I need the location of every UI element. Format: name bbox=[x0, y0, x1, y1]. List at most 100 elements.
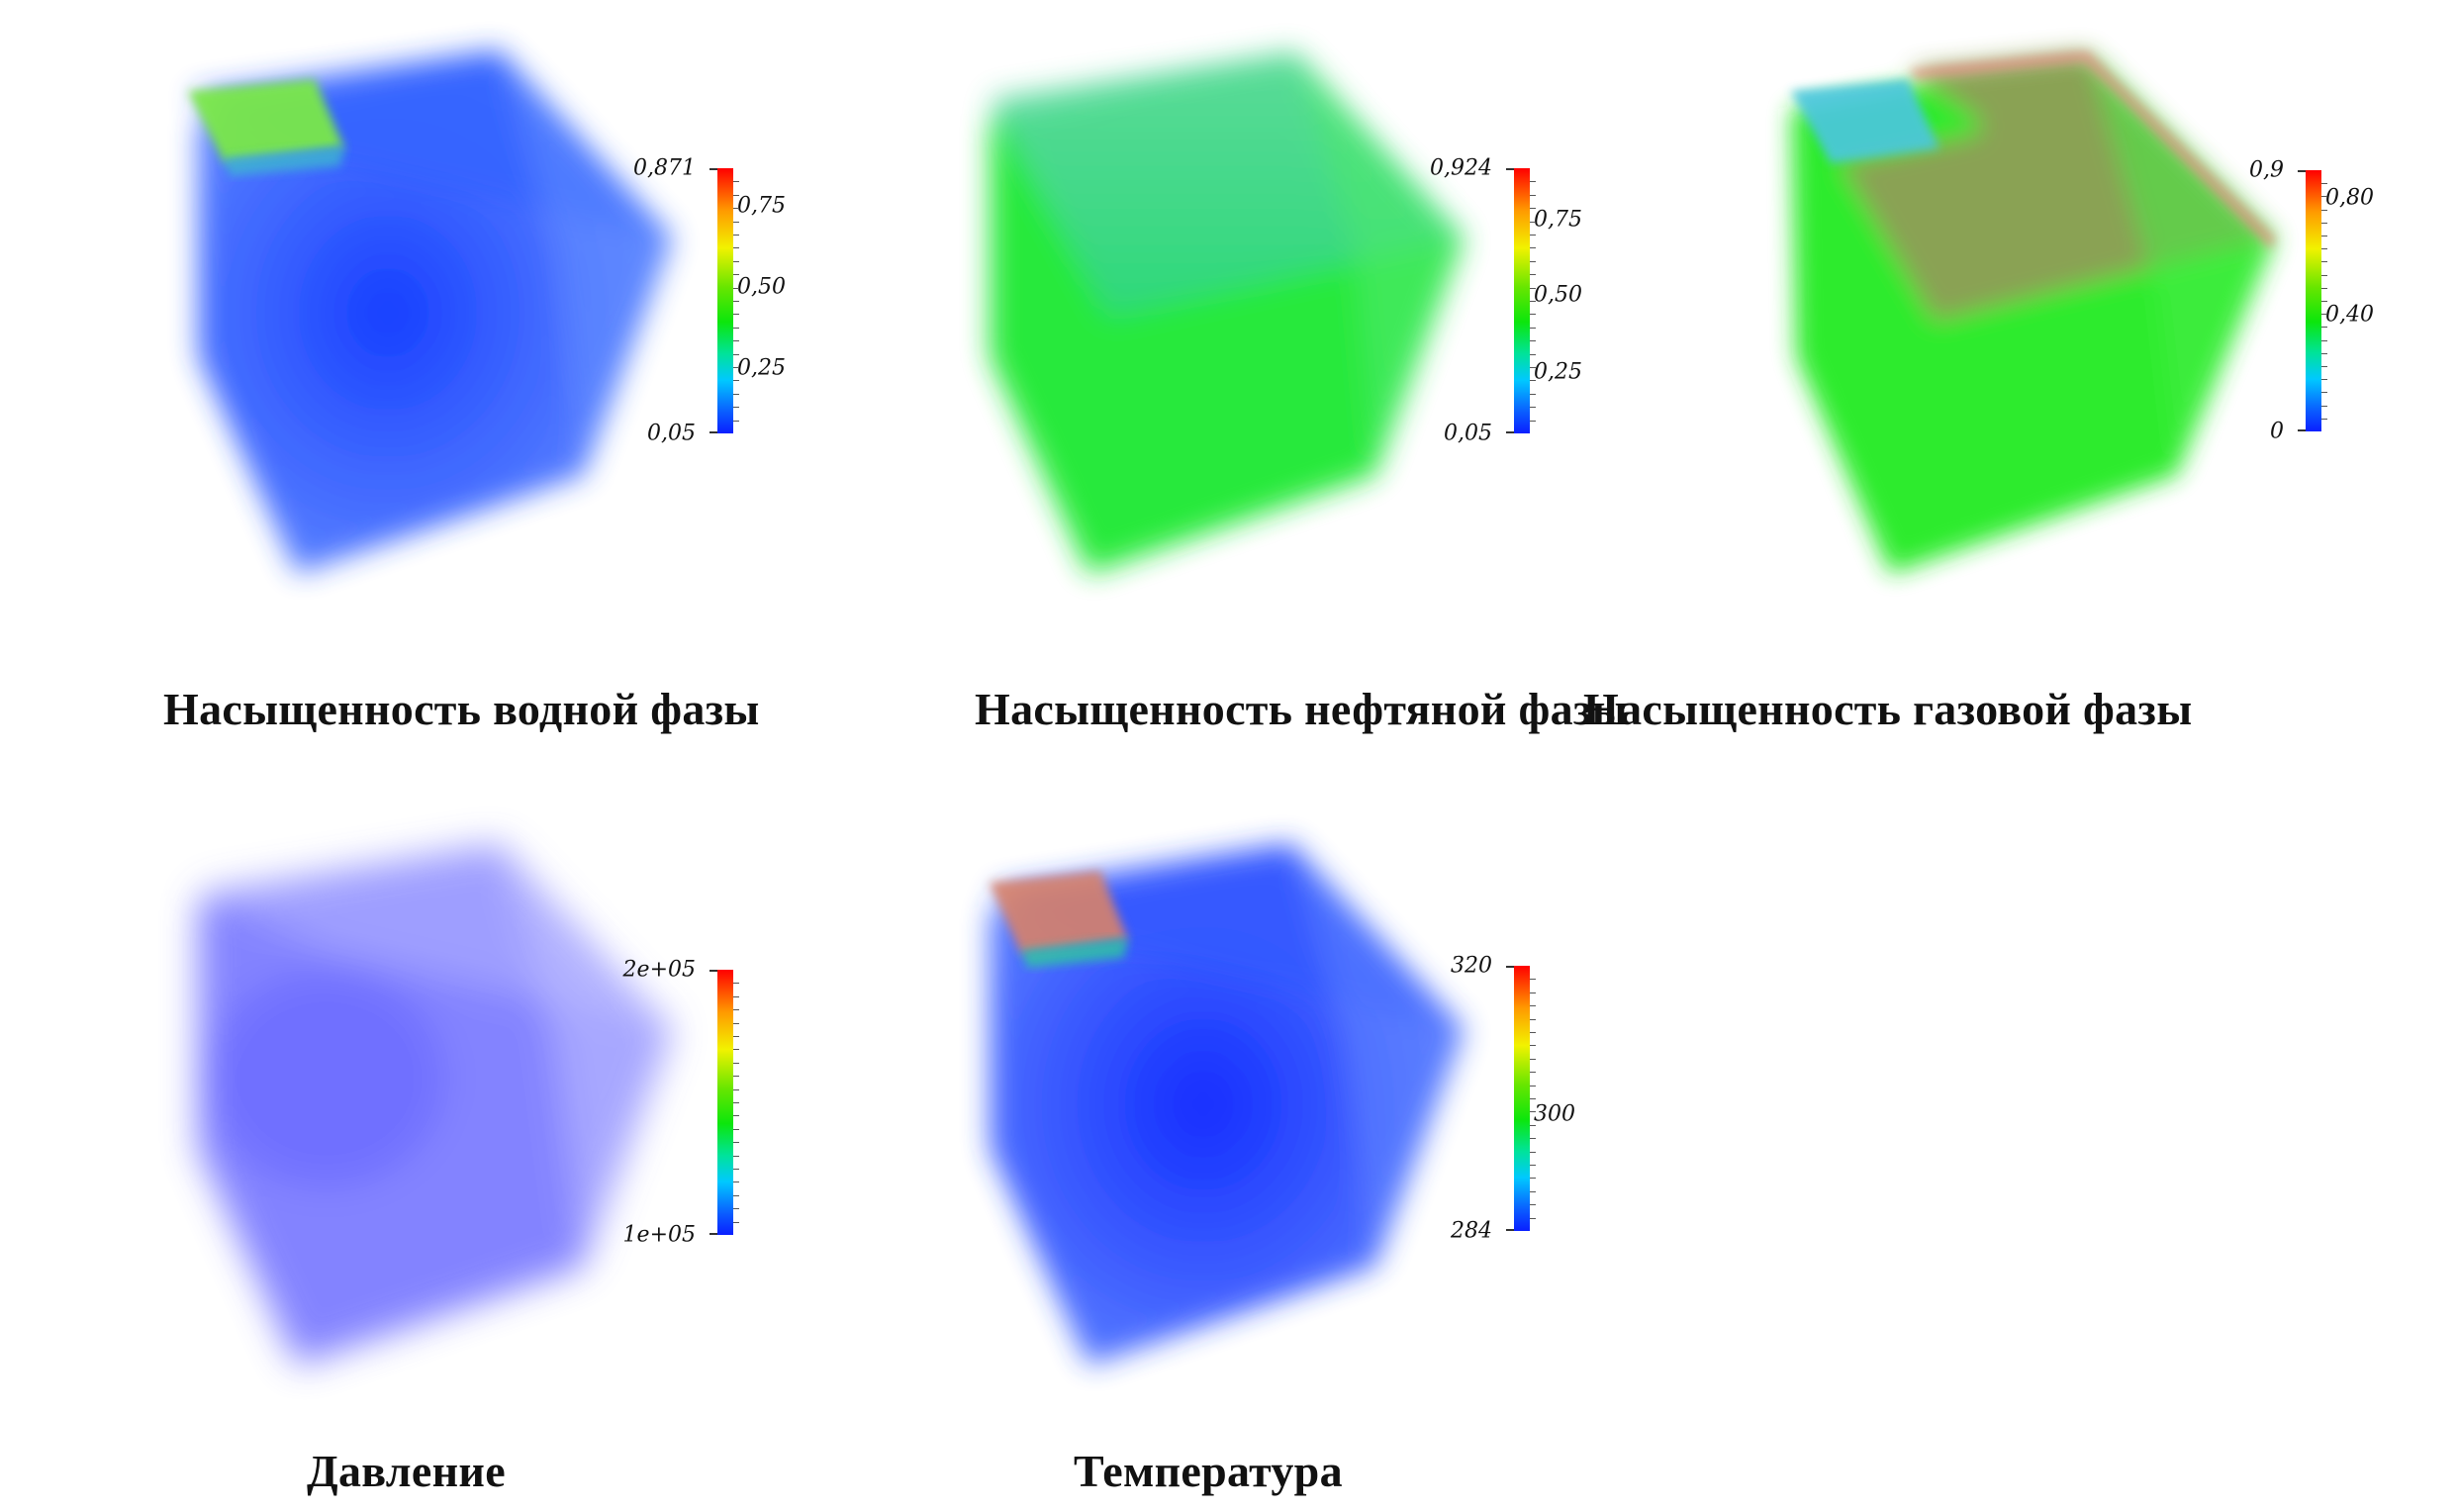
temperature-volume bbox=[990, 843, 1465, 1366]
colorbar-minor-tick bbox=[733, 288, 739, 289]
colorbar-minor-tick bbox=[733, 1009, 739, 1010]
panel-gas-saturation: 0,9 0 0,80 0,40 Насыщенность газовой фаз… bbox=[1583, 0, 2458, 772]
colorbar-minor-tick bbox=[733, 1142, 739, 1143]
panel-water-saturation: 0,871 0,05 0,75 0,50 0,25 Насыщенность в… bbox=[0, 0, 821, 772]
colorbar-minor-tick bbox=[733, 340, 739, 341]
colorbar-minor-tick bbox=[1530, 1032, 1536, 1033]
colorbar-minor-tick bbox=[733, 1023, 739, 1024]
colorbar-minor-tick bbox=[733, 996, 739, 997]
oil-saturation-volume bbox=[990, 51, 1465, 574]
colorbar-minor-tick bbox=[2321, 327, 2327, 328]
colorbar-minor-tick bbox=[733, 1102, 739, 1103]
cube-right-face bbox=[2088, 51, 2276, 475]
colorbar-minor-tick bbox=[1530, 380, 1536, 381]
colorbar-minor-tick bbox=[733, 1195, 739, 1196]
colorbar-minor-tick bbox=[733, 1129, 739, 1130]
core-shadow bbox=[208, 970, 445, 1187]
colorbar-max-label: 320 bbox=[1451, 953, 1492, 979]
colorbar-tick-label: 0,75 bbox=[737, 193, 786, 219]
colorbar-minor-tick bbox=[1530, 1111, 1536, 1112]
colorbar-minor-tick bbox=[2321, 353, 2327, 354]
corner-block bbox=[188, 79, 344, 162]
colorbar-minor-tick bbox=[1530, 354, 1536, 355]
colorbar-minor-tick bbox=[1530, 1152, 1536, 1153]
colorbar-minor-tick bbox=[1530, 328, 1536, 329]
corner-block-edge bbox=[1021, 938, 1128, 968]
colorbar-minor-tick bbox=[2321, 419, 2327, 420]
colorbar-max-label: 0,9 bbox=[2249, 157, 2284, 183]
colorbar-minor-tick bbox=[1530, 288, 1536, 289]
colorbar-minor-tick bbox=[733, 1089, 739, 1090]
corner-block bbox=[1791, 79, 1939, 163]
panel-title: Температура bbox=[1074, 1446, 1343, 1496]
colorbar-tick-label: 0,40 bbox=[2325, 302, 2374, 328]
colorbar-minor-tick bbox=[1530, 1086, 1536, 1087]
colorbar-minor-tick bbox=[2321, 223, 2327, 224]
colorbar-minor-tick bbox=[1530, 208, 1536, 209]
colorbar-minor-tick bbox=[733, 222, 739, 223]
colorbar-minor-tick bbox=[2321, 366, 2327, 367]
colorbar-gradient bbox=[717, 168, 733, 433]
cube-right-face bbox=[1291, 843, 1465, 1267]
colorbar-minor-tick bbox=[733, 274, 739, 275]
colorbar-minor-tick bbox=[2321, 406, 2327, 407]
panel-title: Давление bbox=[307, 1446, 506, 1496]
colorbar-min-label: 0 bbox=[2270, 419, 2284, 444]
colorbar-minor-tick bbox=[733, 407, 739, 408]
colorbar-minor-tick bbox=[733, 247, 739, 248]
colorbar-minor-tick bbox=[2321, 261, 2327, 262]
colorbar-minor-tick bbox=[733, 1222, 739, 1223]
colorbar-minor-tick bbox=[2321, 314, 2327, 315]
colorbar-tick-label: 0,75 bbox=[1534, 207, 1582, 233]
panel-temperature: 320 284 300 Температура bbox=[792, 792, 1643, 1512]
colorbar-minor-tick bbox=[1530, 979, 1536, 980]
panel-pressure: 2e+05 1e+05 Давление bbox=[0, 792, 821, 1512]
colorbar-gradient bbox=[717, 970, 733, 1235]
colorbar-minor-tick bbox=[2321, 301, 2327, 302]
colorbar-minor-tick bbox=[733, 181, 739, 182]
cube-right-face bbox=[1296, 51, 1465, 475]
colorbar-minor-tick bbox=[2321, 340, 2327, 341]
colorbar-minor-tick bbox=[733, 1169, 739, 1170]
colorbar-minor-tick bbox=[1530, 1138, 1536, 1139]
colorbar-minor-tick bbox=[733, 354, 739, 355]
colorbar-minor-tick bbox=[1530, 340, 1536, 341]
colorbar-minor-tick bbox=[733, 235, 739, 236]
colorbar-minor-tick bbox=[1530, 235, 1536, 236]
colorbar-minor-tick bbox=[733, 394, 739, 395]
colorbar-minor-tick bbox=[1530, 1218, 1536, 1219]
colorbar-minor-tick bbox=[733, 380, 739, 381]
colorbar-minor-tick bbox=[1530, 1125, 1536, 1126]
colorbar-minor-tick bbox=[1530, 314, 1536, 315]
colorbar-minor-tick bbox=[1530, 407, 1536, 408]
cube-right-face bbox=[500, 51, 673, 475]
colorbar-minor-tick bbox=[1530, 1059, 1536, 1060]
colorbar-minor-tick bbox=[1530, 301, 1536, 302]
colorbar-minor-tick bbox=[2321, 196, 2327, 197]
colorbar-min-label: 0,05 bbox=[1444, 421, 1492, 446]
colorbar-minor-tick bbox=[1530, 1072, 1536, 1073]
panel-title: Насыщенность нефтяной фазы bbox=[975, 684, 1628, 734]
colorbar-minor-tick bbox=[1530, 274, 1536, 275]
colorbar-minor-tick bbox=[1530, 1019, 1536, 1020]
colorbar-minor-tick bbox=[1530, 247, 1536, 248]
top-edge-highlight bbox=[1910, 51, 2276, 249]
colorbar-minor-tick bbox=[1530, 394, 1536, 395]
colorbar-minor-tick bbox=[1530, 222, 1536, 223]
colorbar-minor-tick bbox=[733, 314, 739, 315]
colorbar-minor-tick bbox=[1530, 1191, 1536, 1192]
panel-title: Насыщенность газовой фазы bbox=[1583, 684, 2193, 734]
colorbar-gradient bbox=[2306, 170, 2321, 431]
colorbar-min-label: 1e+05 bbox=[622, 1222, 696, 1248]
colorbar-minor-tick bbox=[2321, 248, 2327, 249]
cube-right-face bbox=[500, 843, 673, 1267]
colorbar-minor-tick bbox=[1530, 181, 1536, 182]
colorbar-minor-tick bbox=[1530, 367, 1536, 368]
colorbar-minor-tick bbox=[733, 1036, 739, 1037]
colorbar-minor-tick bbox=[2321, 288, 2327, 289]
panel-title: Насыщенность водной фазы bbox=[163, 684, 760, 734]
colorbar-min-label: 0,05 bbox=[647, 421, 696, 446]
colorbar-minor-tick bbox=[733, 983, 739, 984]
water-saturation-volume bbox=[188, 49, 673, 574]
colorbar-minor-tick bbox=[2321, 379, 2327, 380]
